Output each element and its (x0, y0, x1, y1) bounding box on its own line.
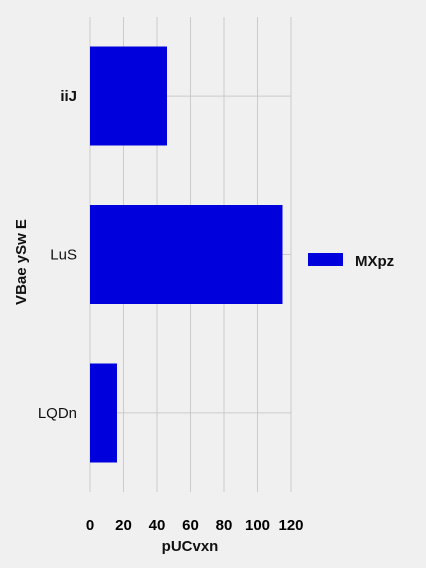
bar (90, 46, 168, 146)
y-tick-labels: iiJ LuS LQDn (38, 88, 77, 422)
bars (90, 46, 283, 463)
bar (90, 363, 117, 463)
legend-swatch (308, 253, 343, 266)
legend: MXpz (308, 253, 394, 270)
y-tick-label: iiJ (60, 88, 77, 105)
x-tick-label: 60 (182, 517, 199, 534)
x-tick-label: 120 (278, 517, 303, 534)
x-tick-label: 40 (149, 517, 166, 534)
x-axis-title: pUCvxn (162, 538, 219, 555)
x-tick-label: 100 (245, 517, 270, 534)
x-tick-labels: 0 20 40 60 80 100 120 (86, 517, 304, 534)
y-axis-title: VBae ySw E (13, 219, 30, 305)
x-tick-label: 20 (115, 517, 132, 534)
x-tick-label: 0 (86, 517, 94, 534)
y-tick-label: LuS (50, 247, 77, 264)
legend-label: MXpz (355, 253, 394, 270)
bar (90, 205, 283, 304)
x-tick-label: 80 (216, 517, 233, 534)
y-tick-label: LQDn (38, 405, 77, 422)
